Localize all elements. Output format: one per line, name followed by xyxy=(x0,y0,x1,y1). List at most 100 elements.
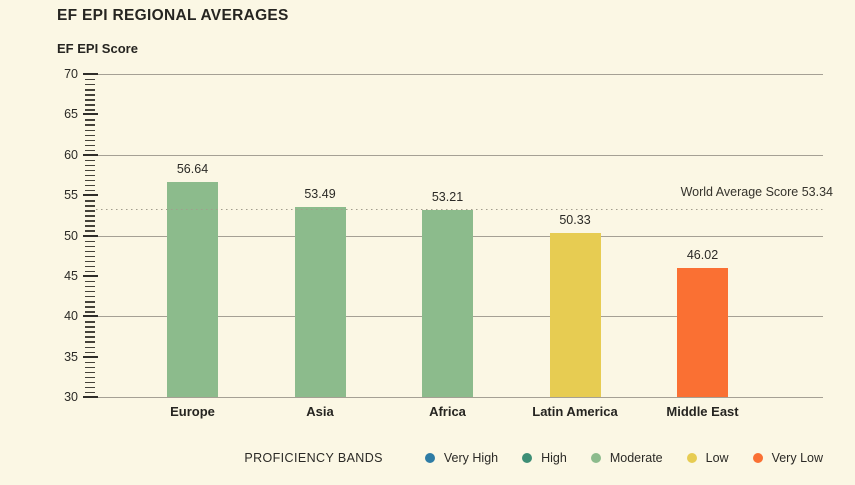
ytick-label-30: 30 xyxy=(64,390,78,404)
category-label-africa: Africa xyxy=(429,404,466,419)
ytick-minor xyxy=(85,144,95,147)
legend-item-low: Low xyxy=(686,451,729,465)
ytick-major xyxy=(83,355,98,358)
ytick-minor xyxy=(85,321,95,323)
legend-dot-icon xyxy=(424,453,435,463)
legend-item-label: High xyxy=(541,451,567,465)
ytick-minor xyxy=(85,119,95,121)
bar-value-label: 53.49 xyxy=(304,187,336,202)
ytick-minor xyxy=(85,296,95,298)
ytick-minor xyxy=(85,149,95,152)
ytick-minor xyxy=(85,371,95,374)
ytick-major xyxy=(83,194,98,197)
ytick-minor xyxy=(85,351,95,353)
ytick-minor xyxy=(85,301,95,303)
ytick-minor xyxy=(85,391,95,394)
ytick-minor xyxy=(85,230,95,232)
ytick-label-70: 70 xyxy=(64,67,78,81)
ytick-label-55: 55 xyxy=(64,188,78,203)
bar-value-label: 46.02 xyxy=(686,247,719,262)
legend-item-label: Moderate xyxy=(609,451,663,465)
ytick-label-35: 35 xyxy=(64,349,78,364)
world-average-line xyxy=(96,208,826,211)
ytick-minor xyxy=(85,124,95,126)
gridline-60 xyxy=(85,154,823,156)
ytick-minor xyxy=(85,205,95,207)
ytick-minor xyxy=(85,84,95,86)
category-label-middle-east: Middle East xyxy=(666,404,739,419)
bar-africa xyxy=(422,209,473,397)
bar-value-label: 56.64 xyxy=(176,161,209,176)
world-average-label: World Average Score 53.34 xyxy=(680,185,833,199)
ytick-minor xyxy=(85,164,95,167)
bar-europe xyxy=(167,181,218,397)
ytick-minor xyxy=(85,169,95,172)
ytick-minor xyxy=(85,109,95,111)
gridline-30 xyxy=(85,397,823,398)
ytick-minor xyxy=(85,346,95,348)
legend-dot-icon xyxy=(686,453,697,463)
ytick-major xyxy=(83,396,98,398)
ytick-minor xyxy=(85,381,95,384)
legend-item-high: High xyxy=(522,451,567,465)
ytick-minor xyxy=(85,376,95,379)
ytick-minor xyxy=(85,225,95,227)
ytick-minor xyxy=(85,129,95,131)
ytick-minor xyxy=(85,336,95,338)
ytick-minor xyxy=(85,255,95,258)
ytick-minor xyxy=(85,361,95,364)
y-axis-title: EF EPI Score xyxy=(57,41,138,56)
ytick-minor xyxy=(85,94,95,96)
ytick-minor xyxy=(85,280,95,283)
ytick-minor xyxy=(85,139,95,141)
legend-item-very-high: Very High xyxy=(424,451,499,465)
ytick-minor xyxy=(85,306,95,308)
category-label-asia: Asia xyxy=(306,404,334,419)
category-label-europe: Europe xyxy=(170,404,215,419)
ytick-minor xyxy=(85,331,95,333)
ytick-label-40: 40 xyxy=(64,309,78,324)
ytick-label-65: 65 xyxy=(64,107,78,122)
bar-latin-america xyxy=(549,232,601,397)
ytick-minor xyxy=(85,200,95,202)
legend-dot-icon xyxy=(752,453,763,463)
ytick-minor xyxy=(85,250,95,253)
ytick-minor xyxy=(85,104,95,106)
ytick-major xyxy=(83,73,98,75)
ytick-minor xyxy=(85,134,95,136)
ytick-minor xyxy=(85,366,95,369)
ytick-minor xyxy=(85,190,95,192)
legend-dot-icon xyxy=(590,453,601,463)
ytick-minor xyxy=(85,159,95,162)
legend-items: Very High High Moderate Low Very Low xyxy=(424,451,823,465)
gridline-70 xyxy=(85,74,823,75)
ytick-minor xyxy=(85,260,95,263)
ytick-minor xyxy=(85,285,95,288)
bar-asia xyxy=(294,207,346,397)
legend-item-label: Very High xyxy=(443,451,499,465)
ytick-minor xyxy=(85,220,95,222)
legend-title: PROFICIENCY BANDS xyxy=(244,451,383,465)
ytick-major xyxy=(83,234,98,237)
ytick-minor xyxy=(85,215,95,217)
bar-value-label: 53.21 xyxy=(431,189,464,204)
legend: PROFICIENCY BANDS Very High High Moderate L… xyxy=(244,451,823,465)
ytick-minor xyxy=(85,240,95,242)
ytick-minor xyxy=(85,174,95,177)
ytick-minor xyxy=(85,210,95,212)
ytick-minor xyxy=(85,326,95,328)
ytick-minor xyxy=(85,79,95,81)
ytick-minor xyxy=(85,291,95,293)
ytick-minor xyxy=(85,179,95,182)
ytick-major xyxy=(83,113,98,116)
ytick-minor xyxy=(85,265,95,268)
legend-item-very-low: Very Low xyxy=(752,451,823,465)
ytick-major xyxy=(83,274,98,277)
ytick-label-45: 45 xyxy=(64,268,78,283)
ytick-minor xyxy=(85,341,95,343)
ytick-minor xyxy=(85,99,95,101)
legend-item-label: Low xyxy=(705,451,729,465)
ytick-major xyxy=(83,153,98,156)
